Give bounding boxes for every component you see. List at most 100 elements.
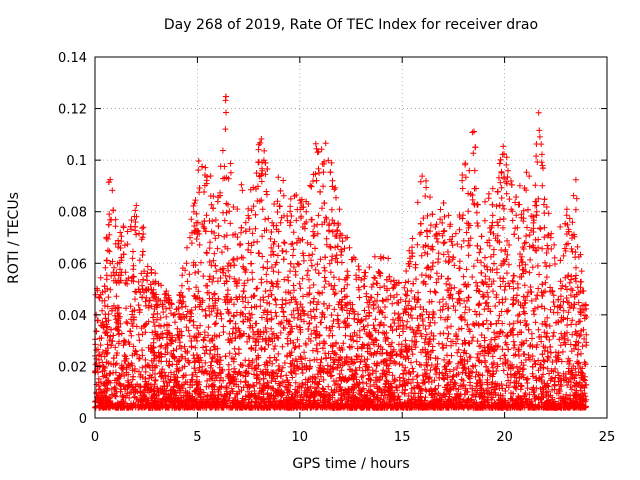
data-point [380, 396, 387, 402]
data-point [99, 289, 106, 296]
data-point [570, 395, 577, 402]
data-point [581, 335, 588, 342]
data-point [238, 387, 245, 394]
data-point [281, 360, 288, 366]
data-point [382, 314, 388, 321]
data-point [413, 373, 420, 380]
data-point [539, 151, 545, 158]
data-point [418, 400, 424, 406]
data-point [342, 234, 349, 241]
data-point [537, 226, 544, 232]
data-point [208, 358, 215, 365]
data-point [136, 368, 142, 375]
data-point [529, 335, 535, 342]
data-point [363, 313, 369, 320]
data-point [279, 378, 286, 385]
data-point [221, 296, 228, 303]
data-point [421, 249, 428, 256]
data-point [225, 366, 232, 373]
data-point [313, 301, 320, 308]
data-point [295, 261, 302, 268]
data-point [480, 321, 487, 328]
data-point [508, 178, 514, 184]
data-point [481, 217, 488, 224]
data-point [231, 275, 238, 282]
data-point [539, 162, 546, 169]
data-point [491, 329, 498, 336]
data-point [139, 364, 146, 371]
data-point [151, 381, 158, 388]
data-point [187, 234, 193, 241]
data-point [321, 219, 328, 226]
data-point [316, 290, 323, 297]
data-point [307, 299, 314, 306]
data-point [570, 192, 577, 199]
data-point [246, 310, 253, 317]
data-point [248, 207, 255, 214]
data-point [325, 383, 332, 390]
data-point [112, 393, 119, 400]
data-point [329, 365, 336, 372]
data-point [351, 315, 358, 322]
data-point [454, 365, 460, 371]
data-point [437, 216, 444, 223]
data-point [355, 311, 361, 318]
data-point [278, 214, 285, 221]
data-point [511, 272, 518, 279]
data-point [335, 381, 341, 387]
data-point [542, 321, 549, 328]
data-point [487, 372, 493, 379]
data-point [341, 319, 347, 326]
data-point [405, 393, 412, 399]
data-point [226, 318, 233, 325]
data-point [529, 353, 536, 360]
data-point [526, 232, 533, 238]
data-point [538, 289, 545, 296]
data-point [120, 224, 127, 231]
data-point [560, 307, 567, 314]
data-point [546, 262, 553, 269]
data-point [294, 336, 301, 343]
data-point [217, 275, 224, 281]
data-point [290, 264, 297, 271]
data-point [427, 222, 434, 229]
data-point [299, 370, 306, 376]
data-point [279, 364, 286, 371]
data-point [175, 310, 182, 317]
data-point [498, 195, 505, 201]
data-point [541, 234, 548, 241]
data-point [270, 385, 277, 392]
data-point [105, 294, 112, 301]
data-point [115, 331, 122, 338]
data-point [129, 255, 136, 262]
data-point [456, 226, 463, 233]
data-point [451, 262, 458, 269]
data-point [396, 382, 403, 389]
data-point [301, 220, 308, 227]
data-point [133, 323, 140, 330]
data-point [371, 253, 378, 260]
data-point [139, 234, 146, 241]
data-point [449, 295, 456, 302]
data-point [237, 240, 243, 247]
data-point [454, 349, 461, 356]
data-point [139, 347, 146, 354]
data-point [280, 192, 287, 199]
data-point [107, 333, 114, 340]
data-point [538, 141, 545, 148]
data-point [224, 245, 231, 252]
data-point [249, 269, 256, 276]
data-point [413, 358, 420, 365]
data-point [328, 159, 335, 166]
data-point [104, 379, 111, 386]
data-point [142, 356, 149, 363]
data-point [564, 286, 570, 293]
data-point [427, 194, 433, 201]
data-point [485, 325, 491, 332]
data-point [97, 342, 104, 349]
data-point [328, 312, 335, 318]
data-point [437, 206, 444, 213]
data-point [459, 177, 466, 184]
data-point [190, 318, 197, 325]
data-point [307, 308, 314, 315]
